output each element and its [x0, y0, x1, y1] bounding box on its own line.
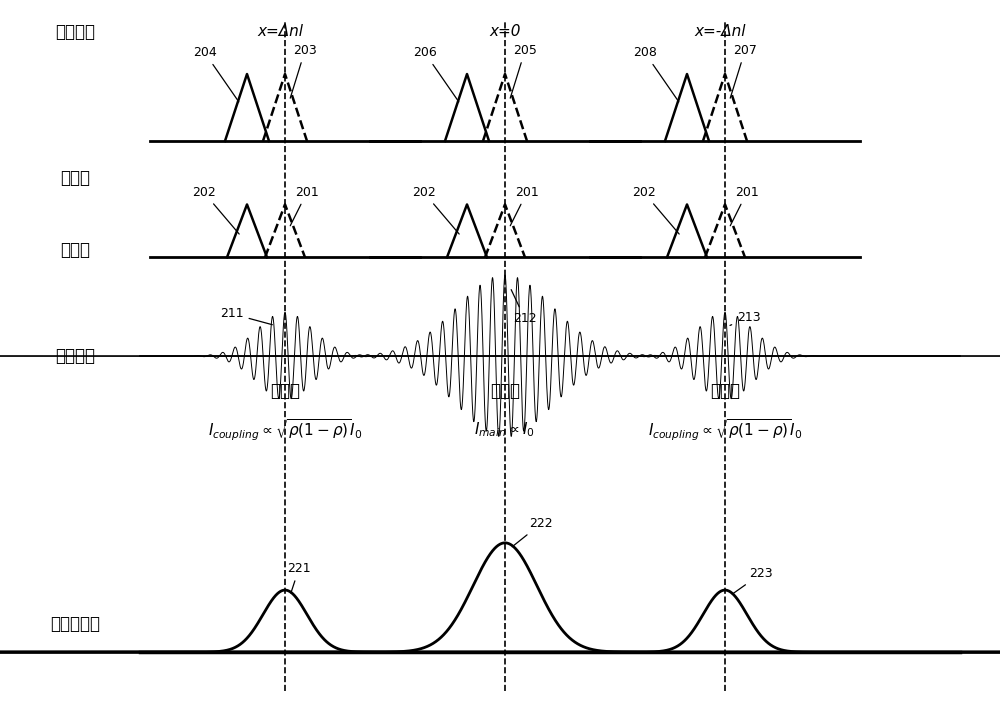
Text: 次极大: 次极大 [710, 382, 740, 400]
Text: 206: 206 [413, 47, 459, 102]
Text: x=Δnl: x=Δnl [257, 24, 303, 39]
Text: x=-Δnl: x=-Δnl [694, 24, 746, 39]
Text: 221: 221 [287, 563, 311, 593]
Text: 扫描臂: 扫描臂 [60, 169, 90, 187]
Text: 201: 201 [730, 186, 759, 226]
Text: 干涉信号: 干涉信号 [55, 347, 95, 365]
Text: 208: 208 [633, 47, 679, 102]
Text: 202: 202 [412, 186, 459, 234]
Text: 201: 201 [510, 186, 539, 226]
Text: 202: 202 [632, 186, 679, 234]
Text: 201: 201 [290, 186, 319, 226]
Text: $I_{coupling} \propto \sqrt{\rho(1-\rho)}I_0$: $I_{coupling} \propto \sqrt{\rho(1-\rho)… [208, 417, 362, 443]
Text: 次极大: 次极大 [270, 382, 300, 400]
Text: 222: 222 [512, 517, 553, 547]
Text: 204: 204 [193, 47, 239, 102]
Text: 213: 213 [730, 311, 761, 326]
Text: 205: 205 [510, 44, 537, 98]
Text: x=0: x=0 [489, 24, 521, 39]
Text: 207: 207 [730, 44, 757, 98]
Text: 211: 211 [220, 307, 272, 325]
Text: $I_{coupling} \propto \sqrt{\rho(1-\rho)}I_0$: $I_{coupling} \propto \sqrt{\rho(1-\rho)… [648, 417, 802, 443]
Text: 固定臂: 固定臂 [60, 241, 90, 259]
Text: 扫描光程: 扫描光程 [55, 23, 95, 41]
Text: 主极大: 主极大 [490, 382, 520, 400]
Text: 202: 202 [192, 186, 239, 234]
Text: 203: 203 [290, 44, 317, 98]
Text: 归一化信号: 归一化信号 [50, 615, 100, 633]
Text: 223: 223 [732, 568, 773, 594]
Text: 212: 212 [511, 290, 537, 325]
Text: $I_{main} \propto I_0$: $I_{main} \propto I_0$ [474, 421, 536, 439]
